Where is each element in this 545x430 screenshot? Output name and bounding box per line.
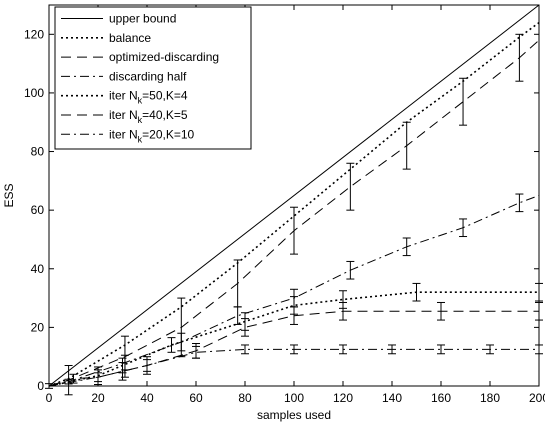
legend-label: discarding half xyxy=(109,69,187,83)
x-tick-label: 60 xyxy=(189,391,203,405)
series-3 xyxy=(45,33,540,396)
legend-label: iter Nk=20,K=10 xyxy=(109,127,195,144)
y-tick-label: 100 xyxy=(24,86,44,100)
legend-label: iter Nk=40,K=5 xyxy=(109,108,188,125)
y-tick-label: 60 xyxy=(31,203,45,217)
x-tick-label: 120 xyxy=(333,391,353,405)
legend-label-subscript: k xyxy=(138,134,143,144)
x-tick-label: 100 xyxy=(284,391,304,405)
series-7 xyxy=(48,344,543,387)
legend-label: upper bound xyxy=(109,12,176,26)
x-tick-label: 0 xyxy=(46,391,53,405)
legend-label-rest: =40,K=5 xyxy=(142,108,188,122)
legend-box xyxy=(54,6,252,150)
legend: upper bound balance optimized-discarding di… xyxy=(54,6,252,150)
x-tick-label: 140 xyxy=(382,391,402,405)
legend-label: balance xyxy=(109,31,151,45)
y-tick-label: 120 xyxy=(24,27,44,41)
legend-label: optimized-discarding xyxy=(109,50,219,64)
y-tick-label: 0 xyxy=(37,379,44,393)
x-tick-label: 180 xyxy=(480,391,500,405)
x-axis-title: samples used xyxy=(257,408,331,422)
legend-label-subscript: k xyxy=(138,115,143,125)
legend-label-main: balance xyxy=(109,31,151,45)
legend-label-main: upper bound xyxy=(109,12,176,26)
y-tick-label: 40 xyxy=(31,262,45,276)
legend-label-main: discarding half xyxy=(109,69,187,83)
x-tick-label: 80 xyxy=(238,391,252,405)
series-1 xyxy=(48,4,540,387)
legend-label-main: optimized-discarding xyxy=(109,50,219,64)
legend-label: iter Nk=50,K=4 xyxy=(109,89,188,106)
x-tick-label: 20 xyxy=(91,391,105,405)
legend-label-main: iter N xyxy=(109,108,138,122)
y-tick-label: 20 xyxy=(31,320,45,334)
legend-label-rest: =50,K=4 xyxy=(142,89,188,103)
y-tick-label: 80 xyxy=(31,145,45,159)
legend-label-main: iter N xyxy=(109,127,138,141)
legend-label-subscript: k xyxy=(138,96,143,106)
y-axis-title: ESS xyxy=(2,183,16,207)
x-tick-label: 200 xyxy=(529,391,545,405)
x-tick-label: 40 xyxy=(140,391,154,405)
legend-label-main: iter N xyxy=(109,89,138,103)
series-line xyxy=(48,4,540,387)
legend-label-rest: =20,K=10 xyxy=(142,127,194,141)
x-tick-label: 160 xyxy=(431,391,451,405)
